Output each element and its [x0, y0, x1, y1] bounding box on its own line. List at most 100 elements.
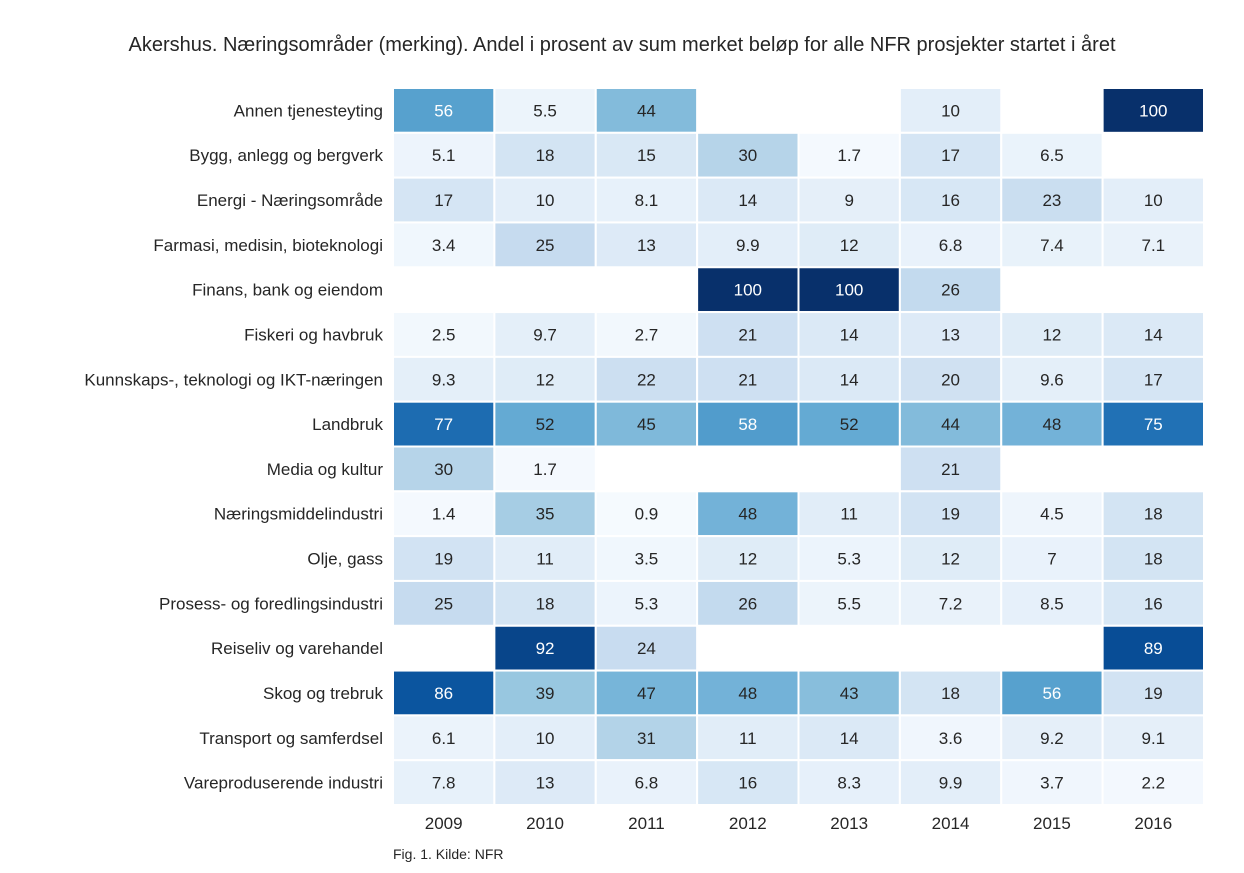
heatmap-cell	[392, 131, 496, 179]
heatmap-cell	[1000, 311, 1104, 358]
cell-value-label: 18	[536, 146, 555, 165]
heatmap-cell	[1000, 579, 1104, 627]
cell-value-label: 52	[536, 415, 555, 434]
cell-value-label: 9.9	[939, 774, 963, 793]
cell-value-label: 18	[1144, 550, 1163, 569]
heatmap-cell	[797, 221, 901, 269]
cell-value-label: 3.7	[1040, 774, 1064, 793]
cell-value-label: 13	[941, 325, 960, 344]
cell-value-label: 45	[637, 415, 656, 434]
y-tick-label: Finans, bank og eiendom	[192, 281, 383, 300]
cell-value-label: 2.2	[1141, 774, 1165, 793]
cell-value-label: 77	[434, 415, 453, 434]
cell-value-label: 12	[738, 550, 757, 569]
heatmap-cell	[1000, 535, 1104, 582]
cell-value-label: 18	[941, 684, 960, 703]
cell-value-label: 35	[536, 505, 555, 524]
heatmap-cell	[898, 400, 1003, 448]
heatmap-cell	[594, 400, 699, 448]
heatmap-cell	[594, 535, 699, 582]
cell-value-label: 1.7	[533, 460, 557, 479]
cell-value-label: 3.4	[432, 236, 456, 255]
y-tick-label: Næringsmiddelindustri	[214, 505, 383, 524]
cell-value-label: 14	[840, 729, 859, 748]
heatmap-cell	[1101, 579, 1205, 627]
cell-value-label: 3.6	[939, 729, 963, 748]
cell-value-label: 12	[536, 370, 555, 389]
cell-value-label: 1.7	[837, 146, 861, 165]
x-tick-label: 2010	[526, 814, 564, 833]
heatmap-cell	[493, 759, 597, 806]
cell-value-label: 10	[1144, 191, 1163, 210]
heatmap-cell	[797, 759, 901, 806]
cell-value-label: 9.2	[1040, 729, 1064, 748]
heatmap-cell	[696, 400, 800, 448]
cell-value-label: 19	[941, 505, 960, 524]
cell-value-label: 9.9	[736, 236, 760, 255]
cell-value-label: 22	[637, 370, 656, 389]
x-tick-label: 2009	[425, 814, 463, 833]
heatmap-cell	[594, 579, 699, 627]
heatmap-cell	[1000, 714, 1104, 762]
cell-value-label: 24	[637, 639, 656, 658]
cell-value-label: 21	[941, 460, 960, 479]
cell-value-label: 30	[434, 460, 453, 479]
heatmap-cell	[392, 176, 496, 224]
cell-value-label: 48	[1042, 415, 1061, 434]
chart-title: Akershus. Næringsområder (merking). Ande…	[128, 34, 1116, 56]
y-tick-label: Kunnskaps-, teknologi og IKT-næringen	[84, 370, 383, 389]
cell-value-label: 48	[738, 505, 757, 524]
y-tick-label: Transport og samferdsel	[199, 729, 383, 748]
heatmap-cell	[493, 176, 597, 224]
cell-value-label: 26	[941, 281, 960, 300]
heatmap-cell	[392, 714, 496, 762]
x-tick-label: 2012	[729, 814, 767, 833]
cell-value-label: 47	[637, 684, 656, 703]
heatmap-cell	[493, 714, 597, 762]
cell-value-label: 8.1	[635, 191, 659, 210]
cell-value-label: 7	[1047, 550, 1056, 569]
heatmap-cell	[392, 535, 496, 582]
cell-value-label: 7.8	[432, 774, 456, 793]
cell-value-label: 16	[738, 774, 757, 793]
cell-value-label: 21	[738, 325, 757, 344]
cell-value-label: 8.3	[837, 774, 861, 793]
cell-value-label: 13	[536, 774, 555, 793]
cell-value-label: 6.8	[635, 774, 659, 793]
cell-value-label: 16	[941, 191, 960, 210]
cell-value-label: 43	[840, 684, 859, 703]
cell-value-label: 17	[1144, 370, 1163, 389]
heatmap-cell	[1101, 311, 1205, 358]
heatmap-cell	[696, 221, 800, 269]
heatmap-cell	[493, 445, 597, 493]
cell-value-label: 9.1	[1141, 729, 1165, 748]
heatmap-cell	[594, 176, 699, 224]
cell-value-label: 48	[738, 684, 757, 703]
heatmap-cell	[696, 131, 800, 179]
x-tick-label: 2013	[830, 814, 868, 833]
cell-value-label: 89	[1144, 639, 1163, 658]
cell-value-label: 8.5	[1040, 594, 1064, 613]
heatmap-cell	[898, 87, 1003, 134]
cell-value-label: 86	[434, 684, 453, 703]
cell-value-label: 31	[637, 729, 656, 748]
x-tick-label: 2016	[1134, 814, 1172, 833]
cell-value-label: 14	[1144, 325, 1163, 344]
cell-value-label: 23	[1042, 191, 1061, 210]
cell-value-label: 10	[536, 729, 555, 748]
cell-value-label: 56	[1042, 684, 1061, 703]
heatmap-cell	[392, 445, 496, 493]
y-tick-label: Fiskeri og havbruk	[244, 325, 383, 344]
heatmap-cell	[797, 490, 901, 538]
heatmap-cell	[898, 176, 1003, 224]
y-tick-label: Energi - Næringsområde	[197, 191, 383, 210]
heatmap-cell	[898, 131, 1003, 179]
cell-value-label: 5.1	[432, 146, 456, 165]
cell-value-label: 18	[536, 594, 555, 613]
y-tick-label: Bygg, anlegg og bergverk	[189, 146, 383, 165]
cell-value-label: 17	[434, 191, 453, 210]
cell-value-label: 2.5	[432, 325, 456, 344]
y-tick-label: Vareproduserende industri	[184, 774, 383, 793]
cell-value-label: 5.3	[635, 594, 659, 613]
cell-value-label: 7.1	[1141, 236, 1165, 255]
